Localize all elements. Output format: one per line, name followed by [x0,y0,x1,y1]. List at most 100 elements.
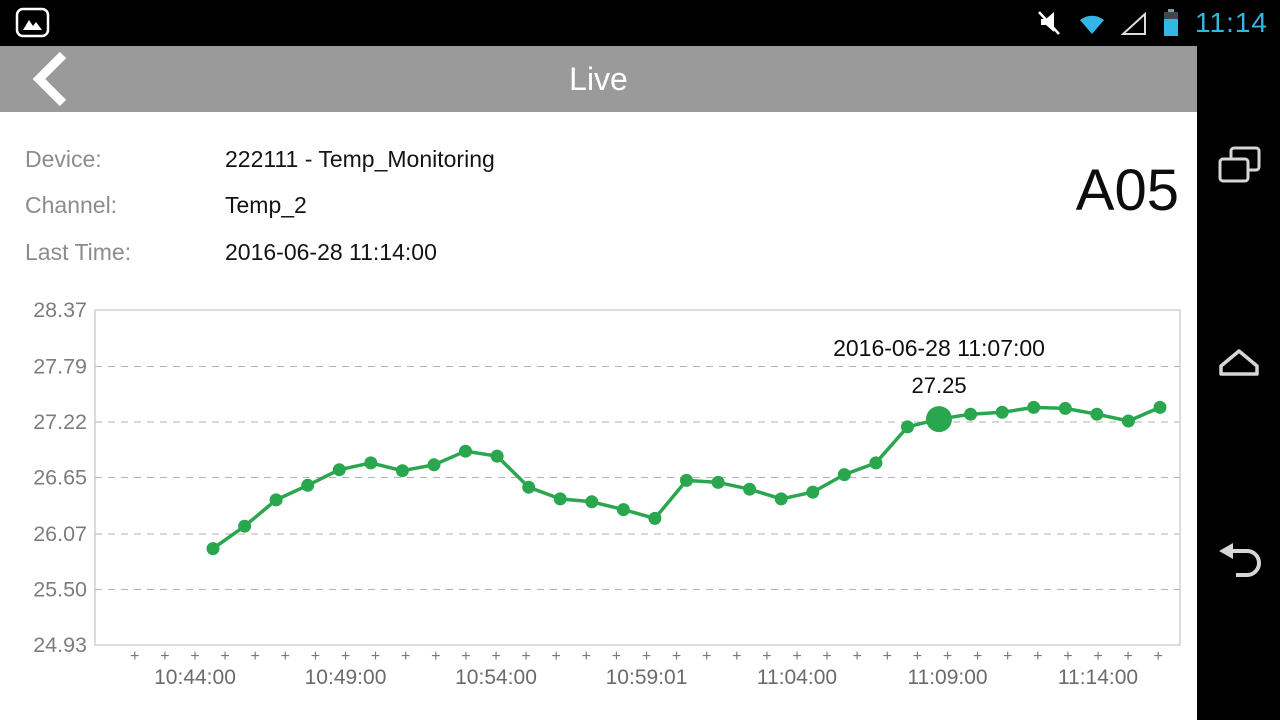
x-axis-minor-tick: + [582,648,591,665]
y-axis-tick-label: 24.93 [33,633,87,657]
x-axis-minor-tick: + [1154,648,1163,665]
x-axis-minor-tick: + [220,648,229,665]
y-axis-tick-label: 27.79 [33,354,87,378]
status-clock: 11:14 [1195,7,1268,38]
y-axis-tick-label: 26.65 [33,466,87,490]
channel-code: A05 [1075,158,1179,223]
data-point [648,511,662,525]
data-point [301,478,315,492]
data-point [743,482,757,496]
x-axis-minor-tick: + [1063,648,1072,665]
y-axis-tick-label: 26.07 [33,522,87,546]
x-axis-minor-tick: + [311,648,320,665]
x-axis-minor-tick: + [943,648,952,665]
data-point [427,458,441,472]
data-point [774,492,788,506]
x-axis-tick-label: 10:49:00 [305,666,387,689]
x-axis-minor-tick: + [251,648,260,665]
x-axis-minor-tick: + [1003,648,1012,665]
back-arrow-icon [1219,543,1261,577]
data-point [869,456,883,470]
battery-icon [1164,9,1178,36]
x-axis-minor-tick: + [883,648,892,665]
home-icon [1219,349,1259,376]
wifi-icon [1080,15,1104,34]
data-point [806,485,820,499]
x-axis-minor-tick: + [732,648,741,665]
data-point [522,480,536,494]
data-point [1027,400,1041,414]
device-value: 222111 - Temp_Monitoring [225,145,495,172]
x-axis-minor-tick: + [1033,648,1042,665]
device-label: Device: [25,145,102,172]
x-axis-minor-tick: + [702,648,711,665]
x-axis-minor-tick: + [341,648,350,665]
status-bar: 11:14 [0,0,1280,46]
last-time-row: Last Time: 2016-06-28 11:14:00 [25,229,495,276]
selected-data-point[interactable] [926,406,952,433]
data-point [680,473,693,487]
data-point [490,449,504,463]
y-axis-tick-label: 28.37 [33,298,87,322]
plot-border [94,309,1181,646]
x-axis-tick-label: 10:44:00 [154,666,236,689]
x-axis-minor-tick: + [281,648,290,665]
data-point [1153,400,1167,414]
device-info: Device: 222111 - Temp_Monitoring Channel… [25,136,495,276]
channel-value: Temp_2 [225,192,307,219]
live-content: 28.37 27.79 27.22 26.65 26.07 25.50 24.93 + + + + +… [0,112,1197,720]
x-axis-minor-tick: + [672,648,681,665]
tooltip-value: 27.25 [912,373,967,398]
x-axis-minor-tick: + [1093,648,1102,665]
x-axis-minor-tick: + [792,648,801,665]
system-status-icons: 11:14 [1037,8,1268,38]
device-row: Device: 222111 - Temp_Monitoring [25,136,495,183]
recent-apps-button[interactable] [1211,138,1267,194]
mute-icon [1038,11,1060,35]
data-point [995,405,1009,419]
x-axis-tick-label: 11:14:00 [1058,666,1138,689]
data-point [585,495,599,509]
x-axis-minor-tick: + [401,648,410,665]
x-axis-minor-tick: + [552,648,561,665]
tooltip-datetime: 2016-06-28 11:07:00 [833,335,1045,361]
data-point [238,519,252,533]
data-point [964,407,978,421]
x-axis-minor-tick: + [190,648,199,665]
x-axis-minor-tick: + [973,648,982,665]
data-point [616,503,630,517]
data-point [1058,401,1072,415]
x-axis-minor-tick: + [642,648,651,665]
x-axis-minor-tick: + [521,648,530,665]
x-axis-minor-tick: + [160,648,169,665]
navigation-bar [1197,46,1280,720]
data-point [206,542,220,556]
back-button[interactable] [22,49,78,109]
signal-triangle-icon [1121,11,1146,35]
y-axis-tick-label: 25.50 [33,577,87,601]
data-point [269,493,283,507]
data-point [395,464,409,478]
last-time-value: 2016-06-28 11:14:00 [225,238,437,265]
x-axis-minor-tick: + [431,648,440,665]
x-axis-minor-tick: + [612,648,621,665]
gallery-notification-icon [15,7,50,38]
data-point [901,420,914,434]
back-nav-button[interactable] [1211,534,1267,590]
app-header: Live [0,46,1197,112]
last-time-label: Last Time: [25,238,132,265]
live-app: Live 28.37 27.79 27.22 26.65 26.07 25.50 24.93… [0,46,1197,720]
x-axis-minor-tick: + [913,648,922,665]
data-point [837,468,851,482]
data-point [553,492,567,506]
notification-area [14,6,52,40]
live-chart[interactable]: 28.37 27.79 27.22 26.65 26.07 25.50 24.93 + + + + +… [0,112,1197,720]
x-axis-tick-label: 10:54:00 [455,666,537,689]
data-point [332,463,346,477]
page-title: Live [569,60,628,97]
home-button[interactable] [1211,334,1267,390]
x-axis-minor-tick: + [853,648,862,665]
y-axis-tick-label: 27.22 [33,410,87,434]
channel-label: Channel: [25,192,118,219]
